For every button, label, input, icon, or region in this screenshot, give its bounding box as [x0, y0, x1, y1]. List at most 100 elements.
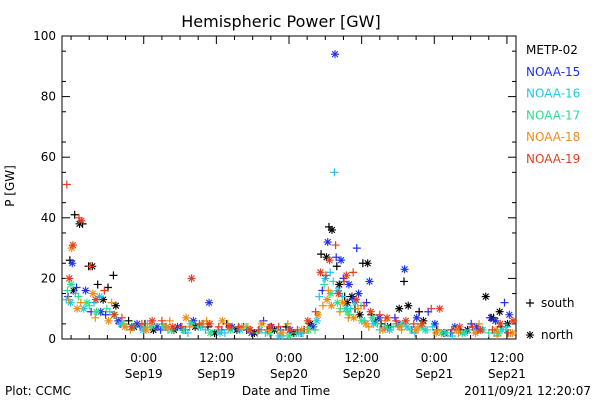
noaa-19-north-point	[110, 310, 119, 319]
noaa-19-north-point	[266, 322, 275, 331]
noaa-19-south-point	[234, 322, 243, 331]
noaa-19-south-point	[293, 325, 302, 334]
noaa-16-north-point	[312, 316, 321, 325]
legend-item-noaa-18: NOAA-18	[526, 130, 580, 144]
noaa-18-south-point	[493, 331, 502, 340]
x-tick-time-label: 0:00	[130, 351, 157, 365]
metp-02-north-point	[335, 280, 344, 289]
noaa-15-north-point	[247, 328, 256, 337]
noaa-15-south-point	[352, 244, 361, 253]
noaa-19-south-point	[360, 301, 369, 310]
plot-timestamp: 2011/09/21 12:20:07	[464, 384, 591, 398]
noaa-19-north-point	[496, 319, 505, 328]
noaa-15-north-point	[133, 319, 142, 328]
noaa-19-south-point	[274, 322, 283, 331]
x-tick-time-label: 12:00	[199, 351, 234, 365]
metp-02-north-point	[495, 307, 504, 316]
metp-02-north-point	[503, 319, 512, 328]
noaa-18-south-point	[185, 322, 194, 331]
noaa-18-north-point	[338, 298, 347, 307]
noaa-17-north-point	[437, 328, 446, 337]
noaa-18-north-point	[349, 313, 358, 322]
legend-symbol-label-north: north	[541, 328, 573, 342]
metp-02-north-point	[343, 298, 352, 307]
noaa-19-south-point	[349, 268, 358, 277]
noaa-19-north-point	[246, 325, 255, 334]
noaa-16-north-point	[385, 325, 394, 334]
noaa-15-north-point	[331, 50, 340, 59]
x-tick-date-label: Sep21	[415, 367, 453, 381]
noaa-19-north-point	[508, 316, 517, 325]
noaa-15-north-point	[412, 313, 421, 322]
noaa-19-north-point	[285, 325, 294, 334]
noaa-17-south-point	[373, 319, 382, 328]
noaa-17-south-point	[320, 280, 329, 289]
plot-source-label: Plot: CCMC	[5, 384, 71, 398]
noaa-19-north-point	[455, 322, 464, 331]
noaa-15-north-point	[114, 316, 123, 325]
noaa-15-north-point	[450, 322, 459, 331]
noaa-19-south-point	[468, 322, 477, 331]
noaa-17-north-point	[357, 316, 366, 325]
noaa-19-north-point	[418, 319, 427, 328]
noaa-17-north-point	[82, 298, 91, 307]
noaa-17-north-point	[226, 325, 235, 334]
noaa-16-north-point	[235, 325, 244, 334]
metp-02-south-point	[70, 210, 79, 219]
noaa-15-north-point	[173, 322, 182, 331]
noaa-17-north-point	[326, 289, 335, 298]
noaa-18-south-point	[324, 286, 333, 295]
metp-02-north-point	[481, 292, 490, 301]
metp-02-north-point	[99, 295, 108, 304]
y-tick-label: 80	[41, 90, 56, 104]
noaa-19-north-point	[316, 268, 325, 277]
noaa-17-north-point	[147, 322, 156, 331]
noaa-16-south-point	[201, 325, 210, 334]
legend-item-noaa-16: NOAA-16	[526, 87, 580, 101]
metp-02-north-point	[371, 316, 380, 325]
noaa-16-south-point	[428, 322, 437, 331]
noaa-18-north-point	[314, 310, 323, 319]
x-tick-time-label: 0:00	[421, 351, 448, 365]
metp-02-north-point	[210, 328, 219, 337]
metp-02-south-point	[93, 280, 102, 289]
metp-02-north-point	[347, 292, 356, 301]
noaa-18-north-point	[142, 325, 151, 334]
metp-02-south-point	[109, 271, 118, 280]
noaa-19-south-point	[488, 325, 497, 334]
noaa-15-north-point	[96, 307, 105, 316]
noaa-17-north-point	[92, 307, 101, 316]
noaa-15-north-point	[491, 316, 500, 325]
noaa-16-north-point	[334, 286, 343, 295]
noaa-18-south-point	[354, 304, 363, 313]
metp-02-north-point	[327, 225, 336, 234]
noaa-15-south-point	[72, 283, 81, 292]
noaa-15-north-point	[430, 319, 439, 328]
noaa-19-north-point	[127, 322, 136, 331]
noaa-19-north-point	[168, 322, 177, 331]
noaa-15-north-point	[354, 289, 363, 298]
noaa-15-north-point	[68, 259, 77, 268]
noaa-17-north-point	[265, 328, 274, 337]
noaa-17-north-point	[343, 307, 352, 316]
noaa-15-north-point	[400, 265, 409, 274]
noaa-19-north-point	[383, 313, 392, 322]
noaa-19-south-point	[311, 307, 320, 316]
noaa-19-south-point	[409, 319, 418, 328]
noaa-17-north-point	[333, 298, 342, 307]
noaa-18-south-point	[283, 319, 292, 328]
metp-02-north-point	[419, 316, 428, 325]
noaa-18-north-point	[162, 322, 171, 331]
noaa-17-north-point	[67, 280, 76, 289]
legend-south-symbol	[526, 299, 534, 307]
noaa-19-south-point	[100, 286, 109, 295]
noaa-15-north-point	[81, 286, 90, 295]
noaa-15-north-point	[505, 310, 514, 319]
noaa-19-north-point	[435, 304, 444, 313]
axes: 0 20 40 60 80 100 0:00 Sep19 12:00 Sep19 0:00 Sep20…	[33, 29, 526, 381]
noaa-15-north-point	[344, 280, 353, 289]
noaa-19-north-point	[91, 295, 100, 304]
noaa-17-north-point	[206, 328, 215, 337]
noaa-19-south-point	[177, 322, 186, 331]
noaa-15-south-point	[500, 298, 509, 307]
